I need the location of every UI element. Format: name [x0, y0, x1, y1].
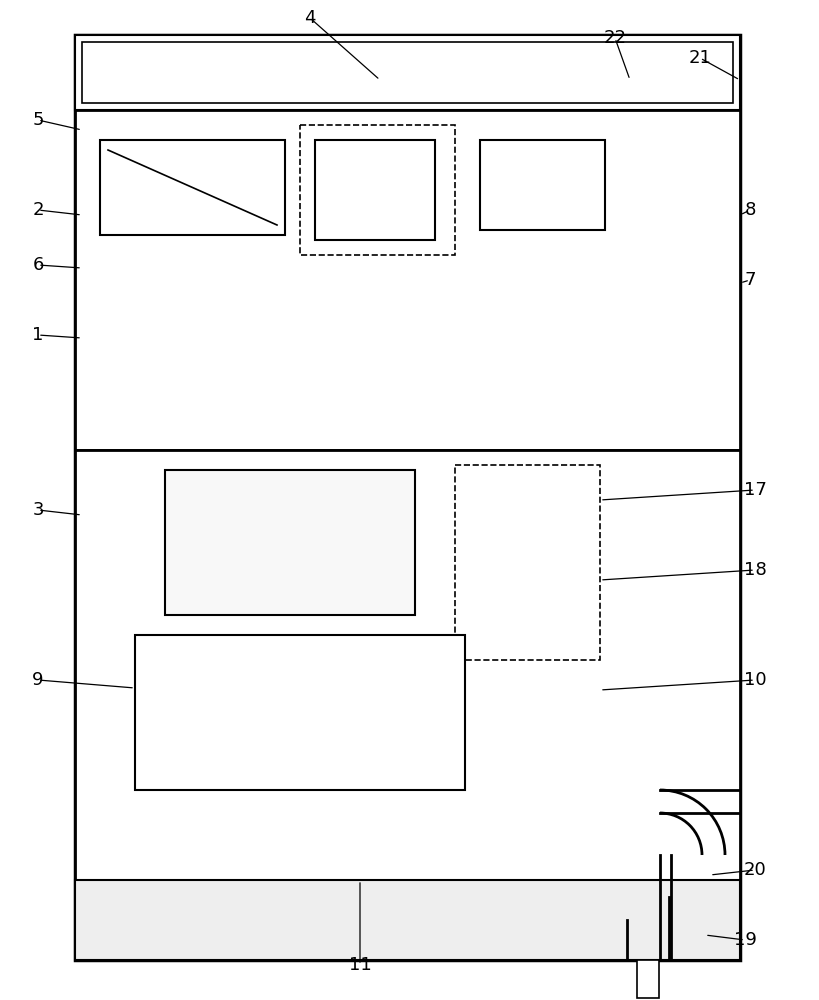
Bar: [135, 635, 464, 790]
Text: 19: 19: [733, 931, 755, 949]
Text: 11: 11: [348, 956, 371, 974]
Bar: [82, 42, 732, 103]
Bar: [455, 465, 600, 660]
Bar: [82, 42, 732, 103]
Text: 1: 1: [32, 326, 43, 344]
Bar: [636, 960, 658, 998]
Text: 3: 3: [32, 501, 43, 519]
Bar: [75, 880, 739, 960]
Bar: [75, 110, 739, 450]
Bar: [165, 470, 414, 615]
Bar: [75, 35, 739, 110]
Text: 7: 7: [744, 271, 755, 289]
Text: 21: 21: [688, 49, 711, 67]
Text: 9: 9: [32, 671, 43, 689]
Text: 5: 5: [32, 111, 43, 129]
Text: 2: 2: [32, 201, 43, 219]
Bar: [479, 140, 604, 230]
Bar: [75, 35, 739, 960]
Text: 20: 20: [743, 861, 766, 879]
Bar: [300, 125, 455, 255]
Bar: [100, 140, 285, 235]
Text: 10: 10: [743, 671, 766, 689]
Bar: [314, 140, 434, 240]
Text: 17: 17: [743, 481, 766, 499]
Bar: [75, 450, 739, 880]
Text: 8: 8: [744, 201, 755, 219]
Text: 6: 6: [32, 256, 43, 274]
Text: 22: 22: [603, 29, 626, 47]
Text: 4: 4: [304, 9, 315, 27]
Text: 18: 18: [743, 561, 766, 579]
